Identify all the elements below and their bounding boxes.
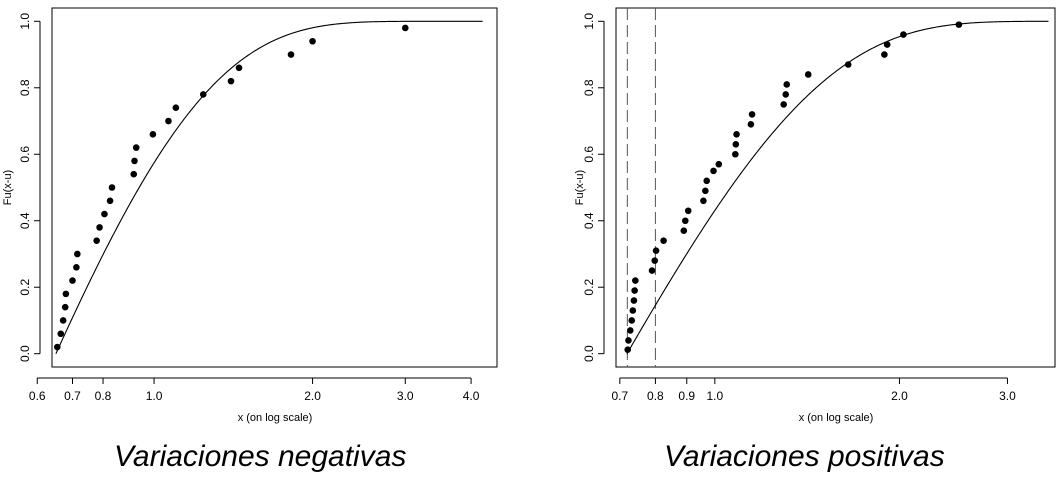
data-point [782,91,790,98]
caption-positive-variations: Variaciones positivas [664,440,945,473]
x-axis-title: x (on log scale) [238,412,313,424]
data-point [651,257,659,264]
data-point [53,343,61,351]
x-tick-label: 0.8 [647,389,664,403]
data-point [626,327,634,334]
caption-negative-variations: Variaciones negativas [114,440,407,473]
x-tick-label: 1.0 [706,389,723,403]
x-tick-label: 0.7 [611,389,628,403]
x-tick-label: 3.0 [999,389,1016,403]
data-point [287,51,295,58]
data-point [780,101,787,108]
data-point [165,117,172,125]
data-point [199,91,207,98]
x-tick-label: 0.8 [95,389,112,403]
data-point [681,217,689,225]
data-point [680,227,688,235]
x-tick-label: 1.0 [146,389,163,403]
x-tick-label: 2.0 [304,389,321,403]
y-tick-label: 1.0 [18,13,32,30]
y-tick-label: 0.2 [582,279,596,296]
data-point [69,277,76,284]
data-point [172,104,180,112]
data-point [132,144,140,151]
data-point [59,317,67,324]
data-point [628,317,636,324]
data-point [660,237,667,244]
data-point [401,24,409,32]
y-tick-label: 0.8 [582,79,596,96]
data-point [632,277,639,284]
data-point [652,247,660,254]
y-tick-label: 0.6 [582,146,596,163]
data-point [747,121,755,128]
data-point [96,224,103,231]
data-point [900,31,907,38]
data-point [631,287,638,294]
data-point [625,337,632,344]
data-point [73,263,80,271]
x-axis-title: x (on log scale) [799,412,874,424]
data-point [702,187,709,195]
data-point [733,131,740,138]
data-point [700,197,707,205]
data-point [630,297,638,304]
data-point [732,150,739,158]
data-point [732,140,740,148]
data-point [149,131,157,138]
data-point [108,184,116,191]
y-tick-label: 0.0 [18,345,32,362]
data-point [624,346,632,354]
data-point [881,51,888,58]
chart-right: 0.7 0.8 0.9 1.0 2.0 3.0 0.0 0.2 0.4 0.6 0.8 1.0 x (o… [574,7,1056,424]
data-point [783,81,791,88]
y-axis-title: Fu(x-u) [2,170,14,205]
y-tick-label: 1.0 [582,13,596,30]
x-tick-label: 2.0 [891,389,908,403]
x-tick-label: 0.6 [29,389,46,403]
data-point [131,157,138,165]
y-tick-label: 0.2 [18,279,32,296]
y-tick-label: 0.8 [18,79,32,96]
plot-frame [51,7,498,368]
data-point [883,41,891,48]
data-point [61,303,69,311]
data-point [227,77,235,85]
data-point [703,177,711,185]
y-tick-label: 0.6 [18,146,32,163]
data-point [101,210,108,218]
data-point [748,111,756,118]
fitted-curve [55,20,483,354]
x-tick-label: 0.7 [64,389,81,403]
data-point [715,160,723,168]
data-point [844,61,852,68]
x-tick-label: 3.0 [397,389,414,403]
data-point [130,170,138,178]
plot-frame [615,7,1056,368]
x-tick-label: 4.0 [463,389,480,403]
y-tick-label: 0.4 [18,212,32,229]
data-point [93,237,100,244]
data-point [106,197,114,205]
data-point [955,21,963,28]
data-point [62,290,70,298]
data-point [804,71,812,78]
data-point [57,330,65,338]
y-axis-title: Fu(x-u) [574,170,586,205]
chart-left: 0.6 0.7 0.8 1.0 2.0 3.0 4.0 0.0 0.2 0.4 0.6 0.8 1.0 x… [2,7,498,424]
data-point [710,167,717,175]
y-tick-label: 0.4 [582,212,596,229]
data-point [684,207,692,215]
data-point [648,267,656,274]
data-point [235,64,243,72]
y-tick-label: 0.0 [582,345,596,362]
data-point [629,307,637,314]
x-tick-label: 0.9 [678,389,695,403]
fitted-curve [626,20,1049,354]
data-point [309,37,316,45]
data-point [74,250,81,258]
